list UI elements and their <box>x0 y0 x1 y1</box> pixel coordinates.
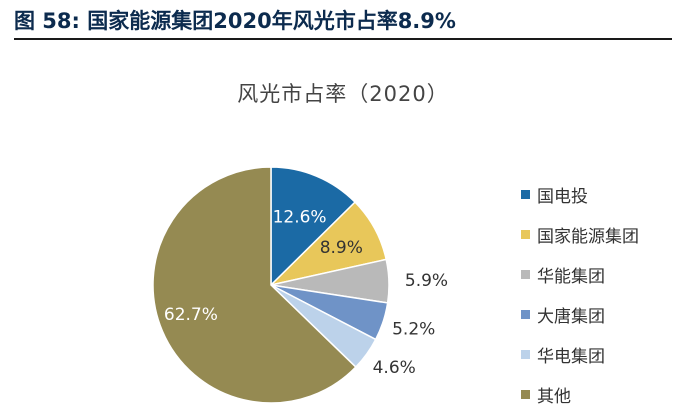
slice-value-label: 12.6% <box>273 208 327 228</box>
slice-value-label: 5.9% <box>405 271 448 291</box>
legend-label: 华电集团 <box>537 346 605 367</box>
legend-swatch <box>521 189 530 199</box>
figure-label: 图 58: <box>14 9 80 33</box>
pie-slice <box>152 166 357 404</box>
legend-swatch <box>521 349 530 359</box>
legend-item: 国家能源集团 <box>521 214 681 254</box>
legend-item: 国电投 <box>521 174 681 214</box>
legend-label: 华能集团 <box>537 266 605 287</box>
legend-swatch <box>521 269 530 279</box>
slice-value-label: 4.6% <box>373 358 416 378</box>
legend-label: 国电投 <box>537 186 588 207</box>
pie-slice <box>270 166 357 287</box>
slice-value-label: 8.9% <box>320 238 363 258</box>
chart-title: 风光市占率（2020） <box>237 82 449 106</box>
legend-label: 其他 <box>537 386 571 407</box>
legend-item: 大唐集团 <box>521 294 681 334</box>
figure-header: 图 58: 国家能源集团2020年风光市占率8.9% <box>14 6 674 36</box>
legend: 国电投 国家能源集团 华能集团 大唐集团 华电集团 其他 <box>521 174 681 414</box>
legend-item: 华能集团 <box>521 254 681 294</box>
legend-swatch <box>521 309 530 319</box>
slice-value-label: 5.2% <box>392 320 435 340</box>
legend-swatch <box>521 389 530 399</box>
legend-label: 大唐集团 <box>537 306 605 327</box>
legend-swatch <box>521 229 530 239</box>
legend-item: 华电集团 <box>521 334 681 374</box>
header-divider <box>14 38 672 40</box>
figure-title: 国家能源集团2020年风光市占率8.9% <box>87 9 456 33</box>
legend-item: 其他 <box>521 374 681 414</box>
legend-label: 国家能源集团 <box>537 226 639 247</box>
slice-value-label: 62.7% <box>164 305 218 325</box>
